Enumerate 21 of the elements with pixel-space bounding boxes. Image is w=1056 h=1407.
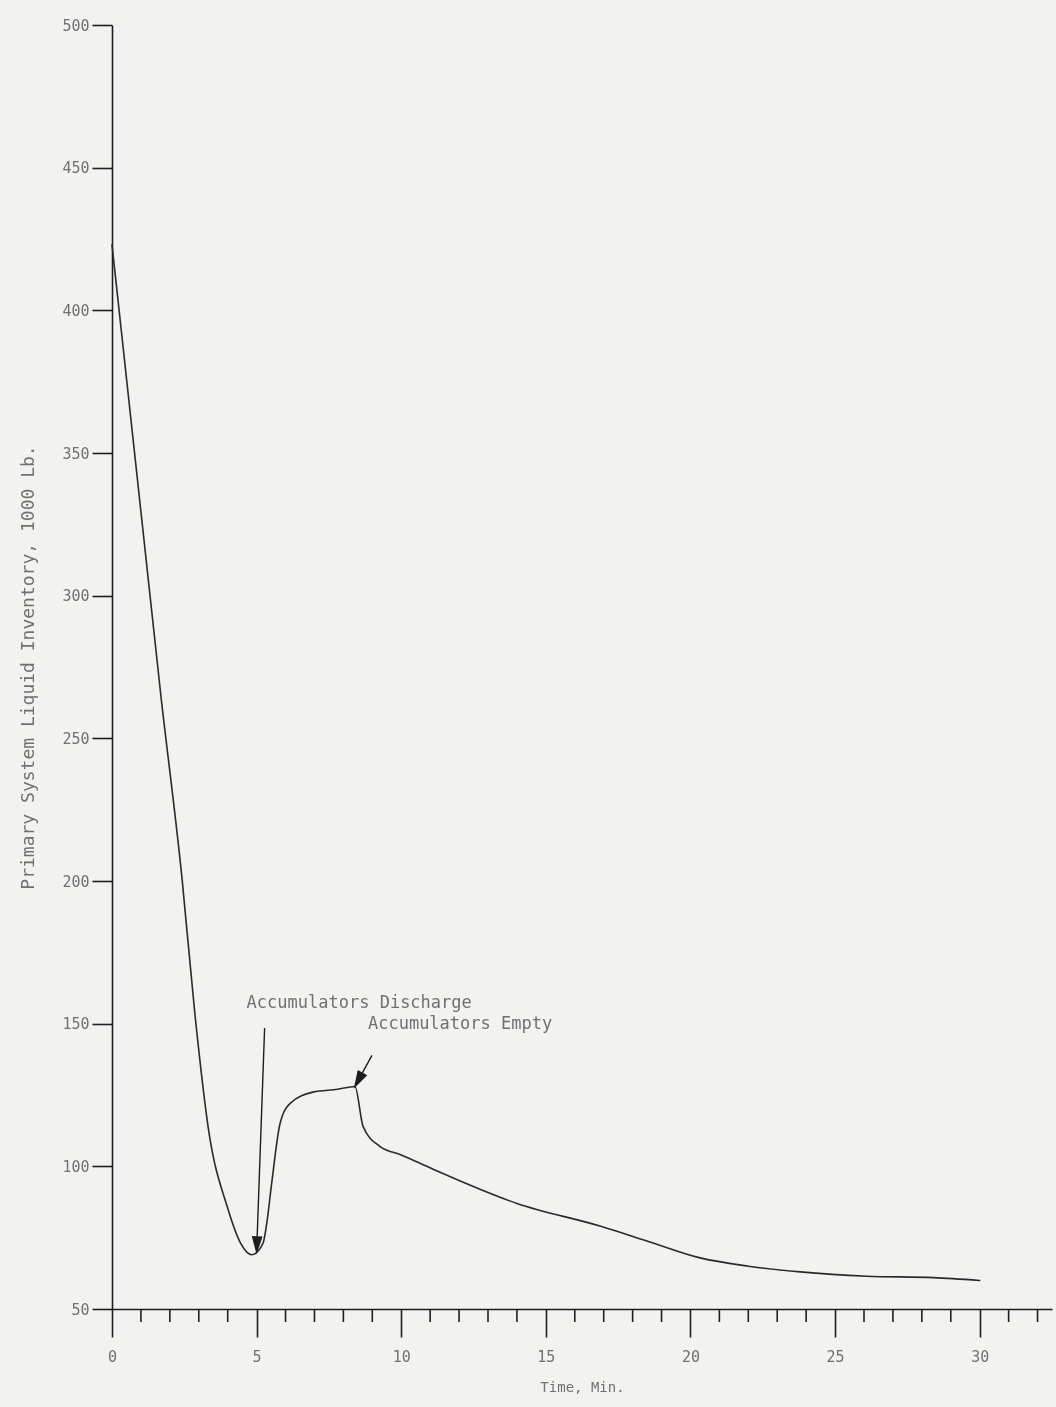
y-tick-label: 150 bbox=[62, 1015, 90, 1034]
x-tick-label: 30 bbox=[971, 1347, 990, 1366]
y-tick-label: 50 bbox=[71, 1300, 90, 1319]
x-tick-label: 0 bbox=[107, 1347, 118, 1366]
annotation: Accumulators Discharge bbox=[246, 991, 472, 1012]
x-tick-label: 25 bbox=[826, 1347, 845, 1366]
y-tick-label: 350 bbox=[62, 444, 90, 463]
y-tick-label: 400 bbox=[62, 301, 90, 320]
y-tick-label: 450 bbox=[62, 159, 90, 178]
x-tick-label: 20 bbox=[681, 1347, 700, 1366]
y-tick-label: 300 bbox=[62, 587, 90, 606]
x-tick-label: 10 bbox=[392, 1347, 411, 1366]
x-tick-label: 5 bbox=[252, 1347, 262, 1366]
x-tick-label: 15 bbox=[537, 1347, 556, 1366]
y-tick-label: 250 bbox=[62, 729, 90, 748]
y-tick-label: 200 bbox=[62, 872, 90, 891]
y-axis-title: Primary System Liquid Inventory, 1000 Lb. bbox=[17, 445, 39, 890]
x-axis-title: Time, Min. bbox=[540, 1378, 625, 1395]
y-tick-label: 100 bbox=[62, 1157, 90, 1176]
annotation: Accumulators Empty bbox=[367, 1013, 553, 1034]
y-tick-label: 500 bbox=[62, 16, 90, 35]
